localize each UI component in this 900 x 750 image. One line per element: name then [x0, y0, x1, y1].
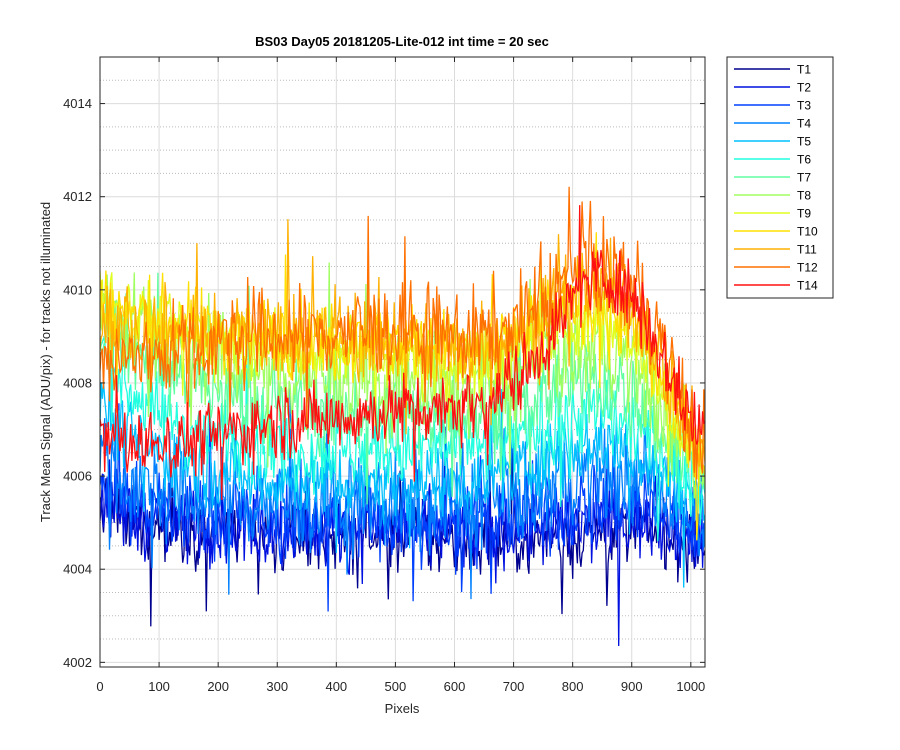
- series-layer: [100, 186, 705, 647]
- legend-label-t8: T8: [797, 189, 811, 203]
- x-tick-label: 900: [621, 679, 643, 694]
- legend-label-t4: T4: [797, 117, 811, 131]
- legend: T1 T2 T3 T4 T5 T6 T7 T8 T9 T10 T11 T12 T14: [726, 56, 834, 299]
- series-t12: [100, 186, 705, 480]
- y-tick-label: 4014: [63, 96, 92, 111]
- legend-label-t5: T5: [797, 135, 811, 149]
- legend-label-t10: T10: [797, 225, 818, 239]
- x-axis-label: Pixels: [385, 701, 420, 716]
- chart-title: BS03 Day05 20181205-Lite-012 int time = …: [255, 34, 549, 49]
- legend-label-t7: T7: [797, 171, 811, 185]
- y-tick-label: 4006: [63, 469, 92, 484]
- x-tick-label: 600: [444, 679, 466, 694]
- y-axis-label: Track Mean Signal (ADU/pix) - for tracks…: [38, 202, 53, 522]
- x-tick-label: 0: [96, 679, 103, 694]
- x-tick-label: 200: [207, 679, 229, 694]
- legend-label-t2: T2: [797, 81, 811, 95]
- x-tick-label: 100: [148, 679, 170, 694]
- legend-label-t9: T9: [797, 207, 811, 221]
- x-tick-label: 1000: [676, 679, 705, 694]
- y-tick-label: 4004: [63, 562, 92, 577]
- x-tick-label: 300: [266, 679, 288, 694]
- x-tick-label: 700: [503, 679, 525, 694]
- plot-area: 0 100 200 300 400 500 600 700 800 900 1000 4002 4004…: [63, 56, 706, 694]
- legend-label-t12: T12: [797, 261, 818, 275]
- series-t4: [100, 388, 705, 600]
- y-tick-label: 4002: [63, 655, 92, 670]
- y-tick-label: 4010: [63, 282, 92, 297]
- y-tick-label: 4008: [63, 375, 92, 390]
- legend-label-t11: T11: [797, 243, 817, 257]
- x-tick-label: 400: [325, 679, 347, 694]
- plot-frame: [99, 56, 706, 668]
- y-tick-label: 4012: [63, 189, 92, 204]
- axis-ticks: 0 100 200 300 400 500 600 700 800 900 1000 4002 4004…: [63, 57, 705, 694]
- x-tick-label: 800: [562, 679, 584, 694]
- series-t14: [100, 205, 705, 500]
- legend-label-t1: T1: [797, 63, 811, 77]
- legend-label-t3: T3: [797, 99, 811, 113]
- x-tick-label: 500: [385, 679, 407, 694]
- legend-label-t14: T14: [797, 279, 818, 293]
- legend-label-t6: T6: [797, 153, 811, 167]
